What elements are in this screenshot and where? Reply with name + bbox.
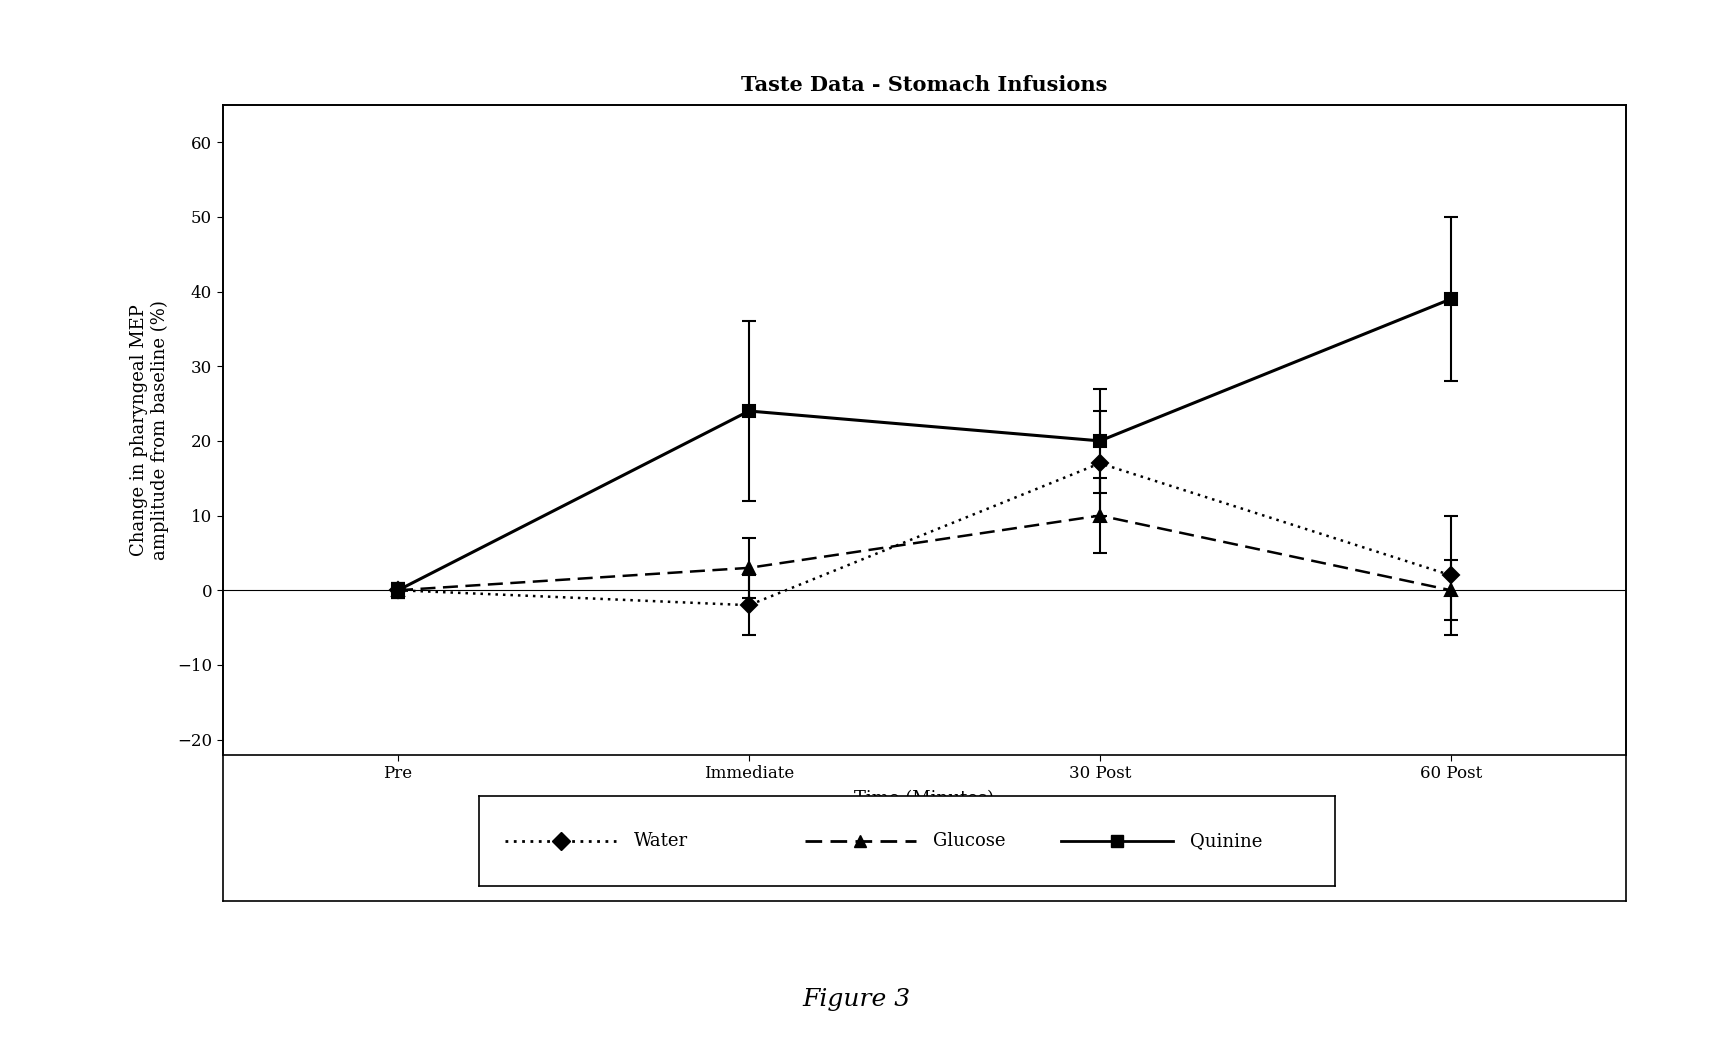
Text: Water: Water bbox=[633, 832, 688, 850]
Text: Figure 3: Figure 3 bbox=[801, 988, 911, 1011]
X-axis label: Time (Minutes): Time (Minutes) bbox=[854, 790, 995, 808]
Y-axis label: Change in pharyngeal MEP
amplitude from baseline (%): Change in pharyngeal MEP amplitude from … bbox=[130, 300, 169, 560]
Title: Taste Data - Stomach Infusions: Taste Data - Stomach Infusions bbox=[741, 74, 1108, 95]
Text: Quinine: Quinine bbox=[1190, 832, 1262, 850]
Text: Glucose: Glucose bbox=[933, 832, 1005, 850]
